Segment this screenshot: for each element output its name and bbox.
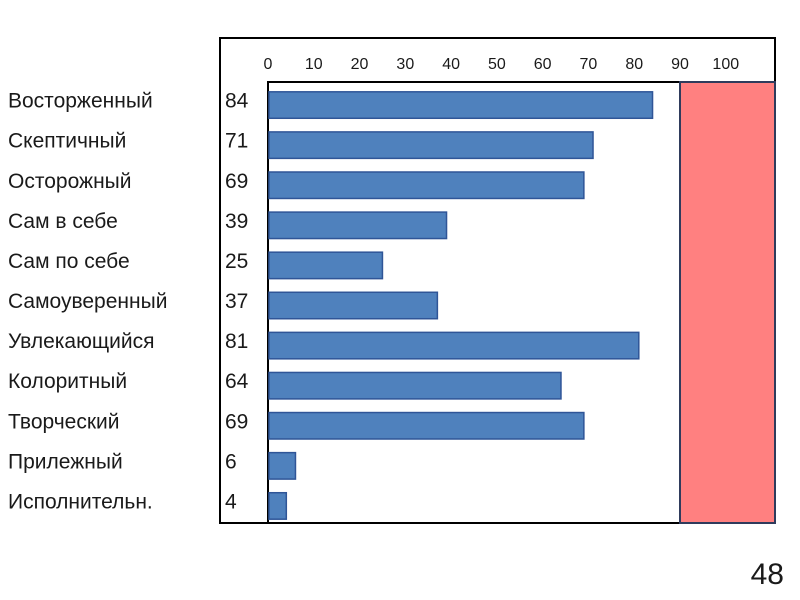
bar bbox=[268, 451, 297, 480]
tick-label: 70 bbox=[580, 56, 598, 73]
category-label: Сам по себе bbox=[8, 250, 130, 273]
bar bbox=[268, 211, 448, 240]
bar bbox=[268, 131, 594, 160]
category-label: Увлекающийся bbox=[8, 330, 154, 353]
value-label: 84 bbox=[225, 90, 249, 113]
page-number: 48 bbox=[750, 558, 784, 591]
bar bbox=[268, 491, 288, 520]
value-label: 71 bbox=[225, 130, 248, 153]
tick-label: 30 bbox=[396, 56, 414, 73]
tick-label: 50 bbox=[488, 56, 506, 73]
bar bbox=[268, 371, 562, 400]
category-label: Колоритный bbox=[8, 370, 127, 393]
value-label: 64 bbox=[225, 370, 249, 393]
category-label: Самоуверенный bbox=[8, 290, 167, 313]
tick-label: 0 bbox=[264, 56, 273, 73]
category-label: Прилежный bbox=[8, 450, 123, 473]
value-label: 81 bbox=[225, 330, 248, 353]
category-label: Скептичный bbox=[8, 130, 126, 153]
tick-label: 60 bbox=[534, 56, 552, 73]
value-label: 69 bbox=[225, 410, 248, 433]
bar bbox=[268, 331, 640, 360]
bar bbox=[268, 291, 439, 320]
tick-label: 20 bbox=[351, 56, 369, 73]
tick-label: 100 bbox=[712, 56, 739, 73]
tick-label: 90 bbox=[671, 56, 689, 73]
category-label: Сам в себе bbox=[8, 210, 118, 233]
category-label: Исполнительн. bbox=[8, 491, 153, 514]
value-label: 37 bbox=[225, 290, 248, 313]
value-label: 69 bbox=[225, 170, 248, 193]
tick-label: 10 bbox=[305, 56, 323, 73]
bar bbox=[268, 171, 585, 200]
value-label: 6 bbox=[225, 450, 237, 473]
value-label: 39 bbox=[225, 210, 248, 233]
category-label: Восторженный bbox=[8, 90, 153, 113]
value-label: 4 bbox=[225, 491, 237, 514]
category-label: Осторожный bbox=[8, 170, 132, 193]
value-label: 25 bbox=[225, 250, 248, 273]
bar bbox=[268, 91, 654, 120]
tick-label: 40 bbox=[442, 56, 460, 73]
highlight-band bbox=[679, 81, 776, 524]
bar bbox=[268, 251, 384, 280]
tick-label: 80 bbox=[625, 56, 643, 73]
bar bbox=[268, 411, 585, 440]
category-label: Творческий bbox=[8, 410, 120, 433]
bar-chart: 0 10 20 30 40 50 60 70 80 90 100 Восторженный 84 Ске… bbox=[8, 37, 776, 524]
